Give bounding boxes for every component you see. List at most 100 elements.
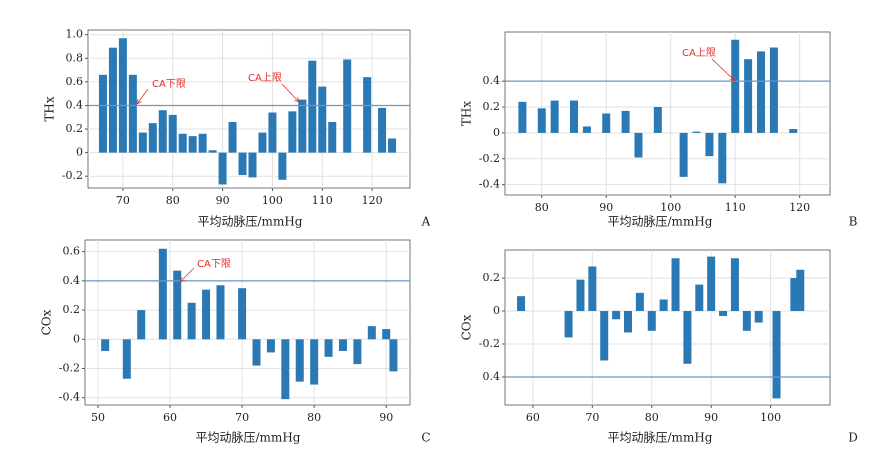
bar	[576, 279, 585, 312]
y-tick-label: 0.6	[63, 245, 81, 258]
bar	[128, 74, 137, 153]
y-tick-label: 0	[493, 126, 500, 139]
bar	[537, 108, 546, 133]
bar	[288, 111, 297, 153]
x-tick-label: 80	[166, 194, 180, 207]
bar	[718, 132, 727, 184]
y-tick-label: -0.2	[59, 361, 80, 374]
plot-area	[84, 239, 411, 406]
x-tick-label: 100	[660, 201, 681, 214]
x-tick-label: 60	[526, 411, 540, 424]
bar	[218, 152, 227, 185]
bar	[388, 138, 397, 153]
x-tick-label: 90	[379, 411, 393, 424]
panel-letter: D	[848, 431, 858, 445]
bar	[757, 51, 766, 133]
bar	[258, 132, 267, 153]
bar	[108, 47, 117, 153]
bar	[719, 311, 728, 316]
bar	[730, 258, 739, 312]
x-tick-label: 70	[116, 194, 130, 207]
bar	[298, 99, 307, 153]
bar	[98, 74, 107, 153]
annotation: CA下限	[152, 78, 186, 90]
bar	[328, 121, 337, 153]
y-tick-label: -0.4	[479, 178, 500, 191]
panel-letter: A	[421, 215, 431, 229]
x-tick-label: 110	[312, 194, 333, 207]
bar	[707, 256, 716, 312]
bar	[582, 126, 591, 133]
x-tick-label: 60	[163, 411, 177, 424]
bar	[769, 47, 778, 133]
y-tick-label: -0.2	[62, 169, 83, 182]
x-tick-label: 100	[760, 411, 781, 424]
bar	[647, 311, 656, 331]
x-tick-label: 80	[535, 201, 549, 214]
bar	[683, 311, 692, 364]
x-tick-label: 90	[216, 194, 230, 207]
bar	[252, 339, 261, 366]
bar	[238, 152, 247, 176]
x-tick-label: 50	[91, 411, 105, 424]
bar	[338, 339, 347, 351]
arrow-head	[730, 76, 736, 82]
bar	[158, 110, 167, 153]
bar	[671, 258, 680, 312]
bar	[122, 339, 131, 379]
x-tick-label: 90	[599, 201, 613, 214]
x-tick-label: 70	[235, 411, 249, 424]
bar	[621, 110, 630, 133]
bar	[118, 38, 127, 153]
bar	[101, 339, 110, 351]
x-axis-label: 平均动脉压/mmHg	[198, 214, 303, 229]
bar	[278, 152, 287, 180]
bar	[138, 132, 147, 153]
bar	[389, 339, 398, 372]
annotation-arrow	[179, 267, 195, 283]
bar	[731, 39, 740, 133]
y-tick-label: 0.6	[66, 75, 84, 88]
y-axis-label: COx	[460, 314, 474, 340]
bar	[789, 129, 798, 133]
bar	[612, 311, 621, 320]
bar	[695, 284, 704, 312]
y-tick-label: 0.4	[483, 370, 501, 383]
bar	[363, 77, 372, 153]
bar	[208, 150, 217, 153]
bar	[692, 131, 701, 133]
bar	[564, 311, 573, 338]
bar	[382, 329, 391, 340]
annotation-arrow	[136, 88, 149, 105]
bar	[281, 339, 290, 400]
bar	[634, 132, 643, 158]
bar	[659, 299, 668, 312]
y-tick-label: 0.4	[63, 274, 81, 287]
y-tick-label: 0.8	[66, 51, 84, 64]
x-tick-label: 110	[725, 201, 746, 214]
bar	[318, 86, 327, 153]
x-tick-label: 80	[645, 411, 659, 424]
x-tick-label: 120	[362, 194, 383, 207]
bar	[353, 339, 362, 365]
bar	[202, 289, 211, 340]
y-axis-label: THx	[460, 101, 474, 126]
bar	[188, 136, 197, 153]
bar	[367, 326, 376, 340]
y-tick-label: 0.2	[483, 100, 501, 113]
x-axis-label: 平均动脉压/mmHg	[608, 430, 713, 445]
arrow-head	[179, 277, 185, 283]
bar	[796, 269, 805, 312]
bar	[742, 311, 751, 331]
bar	[754, 311, 763, 323]
y-tick-label: 0.2	[66, 122, 84, 135]
bar	[198, 133, 207, 153]
bar	[324, 339, 333, 357]
bar	[310, 339, 319, 385]
bar	[602, 113, 611, 133]
annotation-arrow	[711, 58, 736, 82]
y-tick-label: 0	[76, 146, 83, 159]
bar	[378, 107, 387, 153]
y-tick-label: 0	[73, 332, 80, 345]
bar	[635, 292, 644, 312]
